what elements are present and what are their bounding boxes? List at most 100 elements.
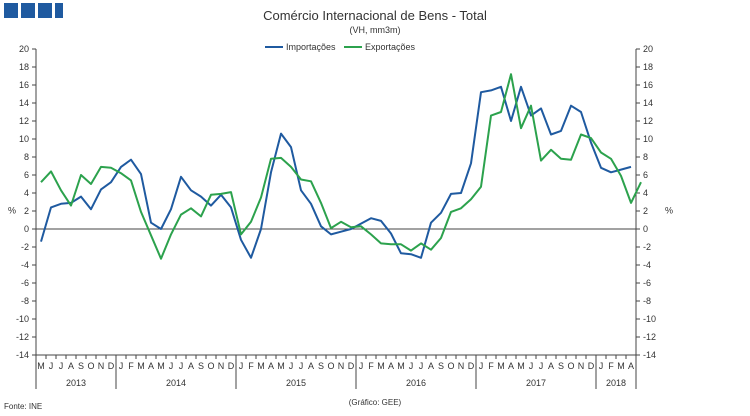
series-lines: [40, 73, 642, 260]
x-month-label: J: [49, 361, 54, 371]
x-month-label: J: [409, 361, 414, 371]
y-tick-label-left: 12: [19, 116, 29, 126]
x-month-label: M: [37, 361, 45, 371]
x-month-label: A: [268, 361, 274, 371]
y-tick-label-right: 20: [643, 44, 653, 54]
y-tick-label-right: 2: [643, 206, 648, 216]
logo-block-3: [38, 3, 52, 18]
x-month-label: J: [119, 361, 124, 371]
x-month-label: F: [608, 361, 614, 371]
x-month-label: F: [368, 361, 374, 371]
y-tick-label-left: 8: [24, 152, 29, 162]
x-month-label: S: [78, 361, 84, 371]
x-month-label: D: [348, 361, 355, 371]
y-tick-label-right: 18: [643, 62, 653, 72]
x-month-label: M: [137, 361, 145, 371]
x-month-label: M: [497, 361, 505, 371]
y-tick-label-right: -4: [643, 260, 651, 270]
x-year-label: 2017: [526, 378, 546, 388]
x-month-label: A: [308, 361, 314, 371]
legend: Importações Exportações: [265, 42, 416, 52]
y-tick-label-left: 2: [24, 206, 29, 216]
x-month-label: N: [578, 361, 585, 371]
x-month-label: O: [567, 361, 574, 371]
y-tick-label-right: -8: [643, 296, 651, 306]
x-month-label: M: [617, 361, 625, 371]
logo-block-4: [55, 3, 63, 18]
x-month-label: N: [218, 361, 225, 371]
x-month-label: A: [428, 361, 434, 371]
x-year-label: 2015: [286, 378, 306, 388]
x-month-label: J: [599, 361, 604, 371]
x-month-label: N: [98, 361, 105, 371]
y-tick-label-right: 14: [643, 98, 653, 108]
y-tick-label-left: 14: [19, 98, 29, 108]
x-month-label: D: [588, 361, 595, 371]
x-month-label: F: [248, 361, 254, 371]
x-month-label: J: [359, 361, 364, 371]
y-tick-label-right: -12: [643, 332, 656, 342]
y-tick-label-left: 6: [24, 170, 29, 180]
x-month-label: A: [148, 361, 154, 371]
x-month-label: M: [277, 361, 285, 371]
y-tick-label-left: -14: [16, 350, 29, 360]
x-month-label: M: [157, 361, 165, 371]
x-month-label: M: [397, 361, 405, 371]
y-tick-label-right: 8: [643, 152, 648, 162]
x-month-label: S: [198, 361, 204, 371]
y-tick-label-right: 6: [643, 170, 648, 180]
x-month-label: A: [188, 361, 194, 371]
legend-label: Exportações: [365, 42, 416, 52]
x-month-label: A: [628, 361, 634, 371]
x-month-label: N: [338, 361, 345, 371]
y-tick-label-left: 0: [24, 224, 29, 234]
x-month-label: M: [377, 361, 385, 371]
x-month-label: A: [508, 361, 514, 371]
y-tick-label-left: 4: [24, 188, 29, 198]
y-axis-label-right: %: [665, 206, 673, 216]
y-tick-label-right: -14: [643, 350, 656, 360]
x-month-label: J: [239, 361, 244, 371]
y-axis-label-left: %: [8, 206, 16, 216]
x-month-label: A: [68, 361, 74, 371]
x-month-label: J: [169, 361, 174, 371]
chart-subtitle: (VH, mm3m): [349, 25, 401, 35]
x-month-label: M: [257, 361, 265, 371]
logo-block-1: [4, 3, 18, 18]
y-tick-label-left: -12: [16, 332, 29, 342]
x-month-label: S: [558, 361, 564, 371]
series-line-exportacoes: [40, 73, 642, 260]
series-line-importacoes: [40, 85, 632, 259]
y-tick-label-right: 12: [643, 116, 653, 126]
x-month-label: J: [179, 361, 184, 371]
y-tick-label-left: 10: [19, 134, 29, 144]
x-month-label: J: [539, 361, 544, 371]
axes: -14 -14 -12 -12 -10 -10 -8 -8 -6 -6 -4 -4 -2 -2 0 0 2 2 4 4…: [8, 44, 673, 360]
x-month-label: J: [299, 361, 304, 371]
x-month-label: D: [228, 361, 235, 371]
x-month-label: D: [468, 361, 475, 371]
x-month-label: J: [59, 361, 64, 371]
y-tick-label-right: -10: [643, 314, 656, 324]
y-tick-label-right: 4: [643, 188, 648, 198]
x-month-label: O: [447, 361, 454, 371]
y-tick-label-left: -8: [21, 296, 29, 306]
chart-credit: (Gráfico: GEE): [348, 398, 402, 407]
source-note: Fonte: INE: [4, 402, 43, 411]
y-tick-label-left: 20: [19, 44, 29, 54]
legend-label: Importações: [286, 42, 336, 52]
x-month-label: N: [458, 361, 465, 371]
y-tick-label-right: 10: [643, 134, 653, 144]
y-tick-label-left: -2: [21, 242, 29, 252]
x-month-label: O: [207, 361, 214, 371]
x-month-label: S: [438, 361, 444, 371]
y-tick-label-right: 16: [643, 80, 653, 90]
x-year-label: 2013: [66, 378, 86, 388]
x-month-label: J: [479, 361, 484, 371]
x-month-label: J: [529, 361, 534, 371]
logo-block-2: [21, 3, 35, 18]
x-month-label: S: [318, 361, 324, 371]
y-tick-label-right: 0: [643, 224, 648, 234]
